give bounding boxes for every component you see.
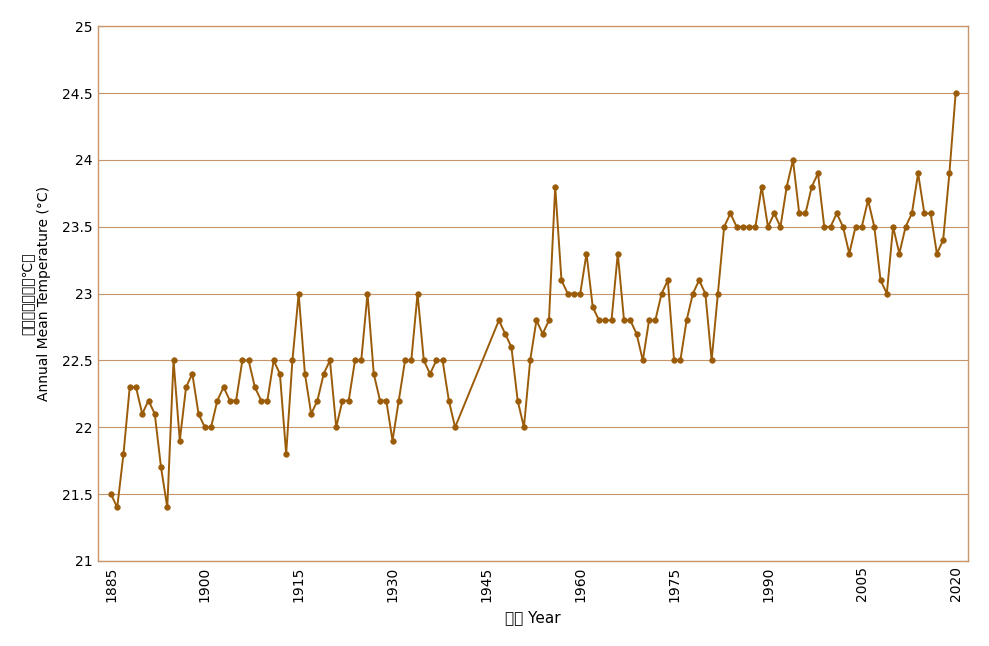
- Y-axis label: 全年平均氣溫（℃）
Annual Mean Temperature (°C): 全年平均氣溫（℃） Annual Mean Temperature (°C): [21, 186, 51, 401]
- X-axis label: 年份 Year: 年份 Year: [505, 610, 561, 625]
